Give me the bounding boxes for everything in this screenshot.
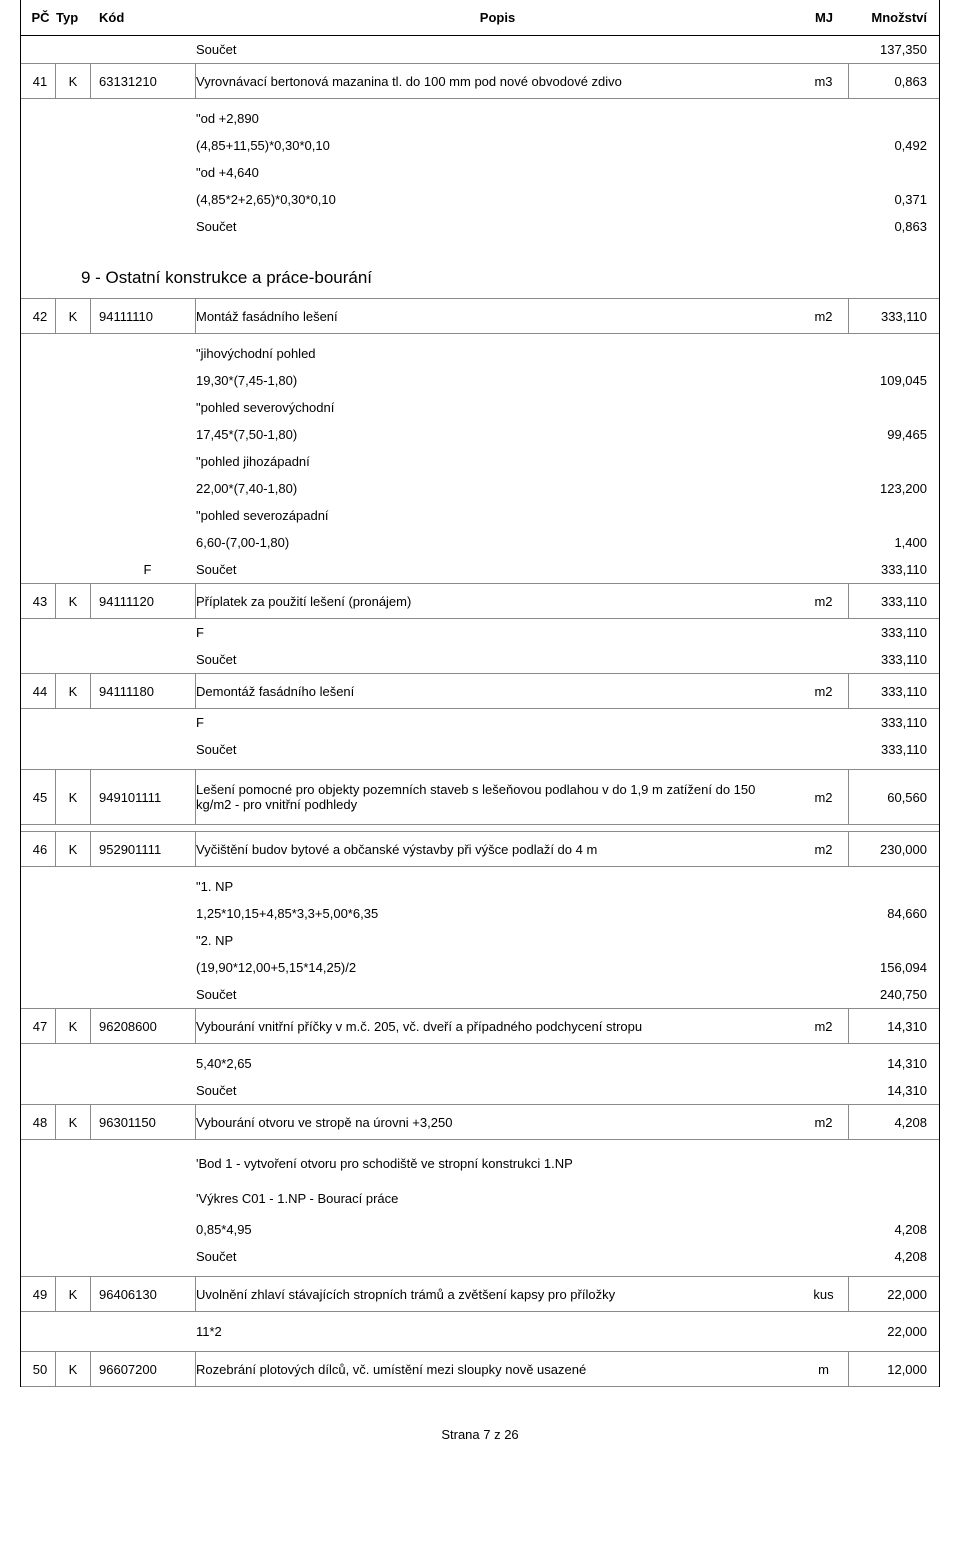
calc-row: (19,90*12,00+5,15*14,25)/2156,094: [21, 954, 939, 981]
calc-row: 0,85*4,954,208: [21, 1216, 939, 1243]
item-row: 41 K 63131210 Vyrovnávací bertonová maza…: [21, 63, 939, 99]
page-footer: Strana 7 z 26: [20, 1387, 940, 1462]
item-popis: Vyrovnávací bertonová mazanina tl. do 10…: [196, 74, 799, 89]
item-mno: 0,863: [849, 64, 939, 98]
item-row: 47 K 96208600 Vybourání vnitřní příčky v…: [21, 1008, 939, 1044]
calc-row: (4,85*2+2,65)*0,30*0,100,371: [21, 186, 939, 213]
calc-row: 5,40*2,6514,310: [21, 1050, 939, 1077]
calc-row: "1. NP: [21, 873, 939, 900]
header-kod: Kód: [91, 10, 196, 25]
calc-row: 17,45*(7,50-1,80)99,465: [21, 421, 939, 448]
calc-row: 'Bod 1 - vytvoření otvoru pro schodiště …: [21, 1146, 939, 1181]
item-row: 50 K 96607200 Rozebrání plotových dílců,…: [21, 1351, 939, 1387]
header-mnozstvi: Množství: [849, 10, 939, 25]
header-mj: MJ: [799, 10, 849, 25]
calc-value: 137,350: [849, 42, 939, 57]
calc-row: 19,30*(7,45-1,80)109,045: [21, 367, 939, 394]
calc-row: (4,85+11,55)*0,30*0,100,492: [21, 132, 939, 159]
calc-row: Součet4,208: [21, 1243, 939, 1270]
header-pc: PČ: [21, 10, 56, 25]
calc-row: 1,25*10,15+4,85*3,3+5,00*6,3584,660: [21, 900, 939, 927]
calc-row: F333,110: [21, 709, 939, 736]
calc-row: "pohled severozápadní: [21, 502, 939, 529]
calc-row: "jihovýchodní pohled: [21, 340, 939, 367]
calc-row: "od +4,640: [21, 159, 939, 186]
item-mj: m3: [799, 64, 849, 98]
item-row: 48 K 96301150 Vybourání otvoru ve stropě…: [21, 1104, 939, 1140]
calc-row: F333,110: [21, 619, 939, 646]
item-row: 42 K 94111110 Montáž fasádního lešení m2…: [21, 298, 939, 334]
calc-row: 'Výkres C01 - 1.NP - Bourací práce: [21, 1181, 939, 1216]
calc-row: Součet333,110: [21, 736, 939, 763]
calc-row: "pohled jihozápadní: [21, 448, 939, 475]
calc-row: 22,00*(7,40-1,80)123,200: [21, 475, 939, 502]
header-popis: Popis: [196, 10, 799, 25]
calc-row: Součet0,863: [21, 213, 939, 240]
calc-row: Součet14,310: [21, 1077, 939, 1104]
calc-row: "2. NP: [21, 927, 939, 954]
table-header: PČ Typ Kód Popis MJ Množství: [21, 0, 939, 36]
calc-row: Součet 137,350: [21, 36, 939, 63]
item-row: 44 K 94111180 Demontáž fasádního lešení …: [21, 673, 939, 709]
calc-row: Součet333,110: [21, 646, 939, 673]
item-row: 46 K 952901111 Vyčištění budov bytové a …: [21, 831, 939, 867]
item-row: 49 K 96406130 Uvolnění zhlaví stávajícíc…: [21, 1276, 939, 1312]
calc-row: 11*222,000: [21, 1318, 939, 1345]
calc-row: F Součet 333,110: [21, 556, 939, 583]
item-row: 45 K 949101111 Lešení pomocné pro objekt…: [21, 769, 939, 825]
item-row: 43 K 94111120 Příplatek za použití lešen…: [21, 583, 939, 619]
calc-row: Součet240,750: [21, 981, 939, 1008]
calc-row: "od +2,890: [21, 105, 939, 132]
item-pc: 41: [21, 64, 56, 98]
item-typ: K: [56, 64, 91, 98]
header-typ: Typ: [56, 10, 91, 25]
section-title: 9 - Ostatní konstrukce a práce-bourání: [21, 240, 939, 298]
calc-row: 6,60-(7,00-1,80)1,400: [21, 529, 939, 556]
calc-row: "pohled severovýchodní: [21, 394, 939, 421]
bill-of-quantities-page: PČ Typ Kód Popis MJ Množství Součet 137,…: [20, 0, 940, 1387]
item-kod: 63131210: [91, 64, 196, 98]
calc-text: Součet: [196, 42, 799, 57]
